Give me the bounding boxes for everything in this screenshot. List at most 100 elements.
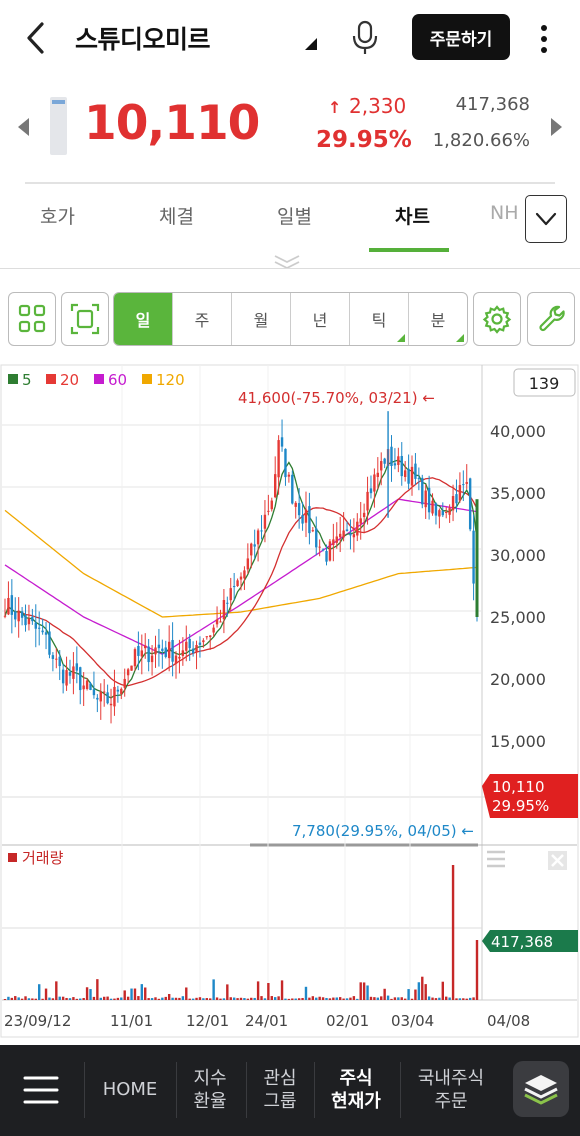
volume-bar xyxy=(130,988,133,1000)
volume-bar xyxy=(34,998,37,1000)
legend-swatch xyxy=(46,374,56,384)
candle-body xyxy=(301,515,304,524)
tab-hoga[interactable]: 호가 xyxy=(40,206,75,228)
settings-button[interactable] xyxy=(473,292,521,346)
volume-bar xyxy=(311,996,315,1000)
volume-bar xyxy=(140,984,144,1000)
volume-bar xyxy=(318,996,321,1000)
period-0[interactable]: 일 xyxy=(114,293,173,345)
volume-bar xyxy=(246,998,250,1000)
nav-divider xyxy=(176,1062,177,1118)
candle-body xyxy=(284,448,287,478)
menu-icon[interactable] xyxy=(22,1073,60,1107)
volume-bar xyxy=(41,998,44,1000)
volume-bar xyxy=(20,998,24,1000)
candle-body xyxy=(51,655,55,659)
volume-bar xyxy=(424,984,427,1000)
volume-bar xyxy=(451,865,455,1000)
candle-body xyxy=(48,631,51,655)
volume-bar xyxy=(202,998,205,1000)
candle-body xyxy=(10,595,14,615)
back-arrow-icon[interactable] xyxy=(18,18,54,58)
wrench-icon xyxy=(539,305,565,332)
volume-bar xyxy=(335,997,338,1000)
volume-bar xyxy=(362,982,366,1000)
candle-body xyxy=(311,530,315,532)
tab-nh[interactable]: NH xyxy=(490,202,519,224)
volume-bar xyxy=(421,976,424,1000)
candle-body xyxy=(99,691,102,702)
nav-divider xyxy=(314,1062,315,1118)
candle-body xyxy=(369,488,373,494)
prev-stock-icon[interactable] xyxy=(18,118,29,136)
candle-body xyxy=(304,509,308,523)
volume-bar xyxy=(137,996,140,1000)
volume-bar xyxy=(48,997,51,1000)
volume-bar xyxy=(174,997,178,1000)
volume-bar xyxy=(325,997,328,1000)
nav-home[interactable]: HOME xyxy=(102,1079,158,1100)
volume-bar xyxy=(72,997,75,1000)
candle-body xyxy=(462,484,465,486)
volume-bar xyxy=(390,998,393,1000)
volume-bar xyxy=(178,997,181,1000)
volume-bar xyxy=(465,998,468,1000)
volume-bar xyxy=(61,996,65,1000)
nav-order[interactable]: 국내주식 주문 xyxy=(417,1068,485,1112)
ma120-line xyxy=(4,509,478,618)
candle-body xyxy=(445,511,448,513)
candle-body xyxy=(308,506,311,534)
high-annotation: 41,600(-75.70%, 03/21) ← xyxy=(238,389,435,407)
tab-daily[interactable]: 일별 xyxy=(277,206,312,228)
x-tick-label: 24/01 xyxy=(245,1012,288,1030)
nav-index-fx[interactable]: 지수 환율 xyxy=(193,1068,227,1112)
candle-body xyxy=(455,494,458,504)
stock-title[interactable]: 스튜디오미르 xyxy=(75,25,211,54)
volume-bar xyxy=(222,998,226,1000)
period-4[interactable]: 틱 xyxy=(350,293,409,345)
tab-active-indicator xyxy=(369,248,449,252)
price-chart[interactable]: 40,000 35,000 30,000 25,000 20,000 15,000 5 20 6… xyxy=(0,364,580,1040)
y-tick-label: 30,000 xyxy=(490,546,546,565)
nav-watchlist[interactable]: 관심 그룹 xyxy=(263,1068,297,1112)
microphone-icon[interactable] xyxy=(350,20,380,56)
volume-rate: 1,820.66% xyxy=(432,130,530,151)
candle-body xyxy=(85,680,89,689)
corner-indicator-icon xyxy=(456,334,464,342)
period-5[interactable]: 분 xyxy=(409,293,467,345)
candle-body xyxy=(75,663,79,671)
nav-divider xyxy=(246,1062,247,1118)
tab-chart[interactable]: 차트 xyxy=(395,206,430,228)
order-button[interactable]: 주문하기 xyxy=(412,14,510,60)
candle-body xyxy=(55,658,58,660)
candle-body xyxy=(150,655,154,663)
volume-bar xyxy=(102,996,106,1000)
y-tick-label: 25,000 xyxy=(490,608,546,627)
tools-button[interactable] xyxy=(527,292,575,346)
volume-bar xyxy=(31,998,34,1000)
candle-body xyxy=(154,647,157,655)
tab-trades[interactable]: 체결 xyxy=(159,206,194,228)
fullscreen-button[interactable] xyxy=(61,292,109,346)
candle-body xyxy=(280,437,284,447)
volume-bar xyxy=(7,996,10,1000)
more-options-icon[interactable] xyxy=(534,22,554,56)
layers-button[interactable] xyxy=(513,1061,569,1117)
period-1[interactable]: 주 xyxy=(173,293,232,345)
period-2[interactable]: 월 xyxy=(232,293,291,345)
volume-bar xyxy=(366,985,369,1000)
title-dropdown-icon[interactable] xyxy=(305,38,317,50)
volume-bar xyxy=(171,997,174,1000)
period-3[interactable]: 년 xyxy=(291,293,350,345)
ma20-line xyxy=(4,477,478,687)
last-candle xyxy=(475,499,479,617)
next-stock-icon[interactable] xyxy=(551,118,562,136)
current-price-tag-price: 10,110 xyxy=(492,778,545,796)
candle-body xyxy=(164,647,167,657)
tab-more-button[interactable] xyxy=(525,195,567,243)
nav-stock-price[interactable]: 주식 현재가 xyxy=(331,1068,381,1112)
volume-bar xyxy=(10,997,14,1000)
volume-bar xyxy=(297,998,301,1000)
layout-grid-button[interactable] xyxy=(8,292,56,346)
candle-body xyxy=(198,642,202,645)
